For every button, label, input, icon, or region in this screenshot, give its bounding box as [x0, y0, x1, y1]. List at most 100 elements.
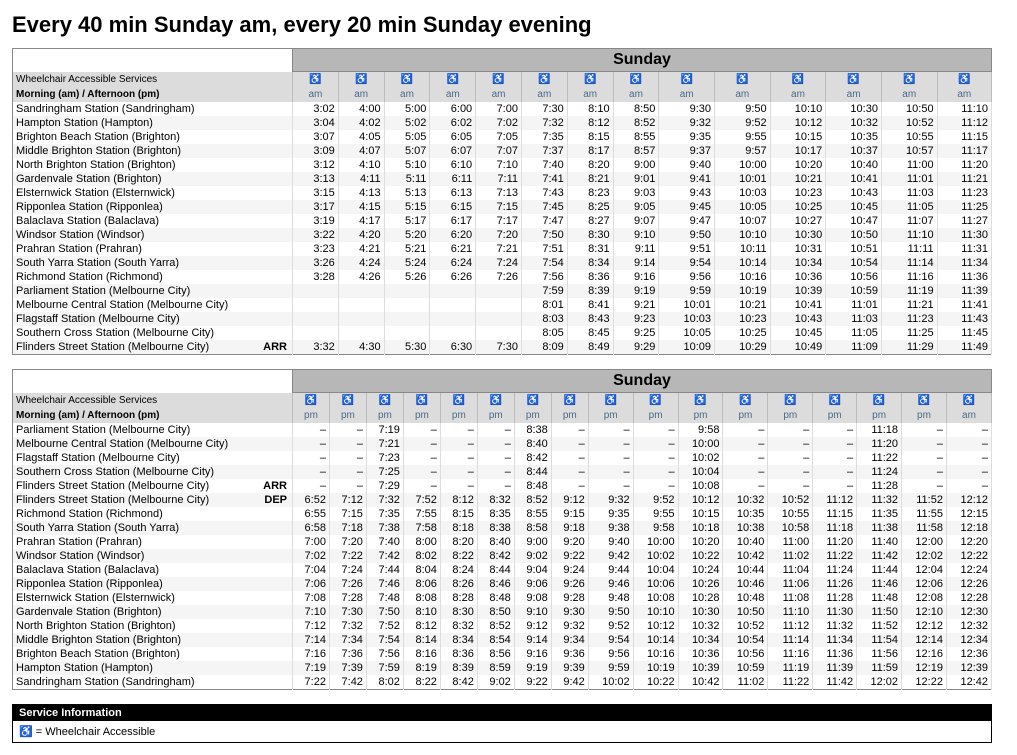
time-cell: [384, 312, 430, 326]
time-cell: 9:58: [633, 521, 678, 535]
time-cell: 8:32: [440, 619, 477, 633]
time-cell: 9:11: [613, 242, 659, 256]
time-cell: 11:29: [881, 340, 937, 355]
time-cell: 10:04: [678, 465, 723, 479]
time-cell: 9:41: [659, 172, 715, 186]
time-cell: 11:38: [857, 521, 902, 535]
time-cell: 9:00: [514, 535, 551, 549]
station-name: Richmond Station (Richmond): [13, 270, 293, 284]
time-cell: 9:16: [514, 647, 551, 661]
time-cell: 11:20: [813, 535, 857, 549]
time-cell: 10:22: [633, 675, 678, 690]
time-cell: 10:32: [826, 116, 882, 130]
col-period: pm: [551, 408, 588, 423]
time-cell: 10:28: [678, 591, 723, 605]
col-period: am: [384, 87, 430, 102]
time-cell: 3:04: [293, 116, 339, 130]
time-cell: 11:56: [857, 647, 902, 661]
time-cell: 8:02: [403, 549, 440, 563]
time-cell: –: [946, 423, 991, 437]
station-name: Flinders Street Station (Melbourne City)…: [13, 479, 293, 493]
wheelchair-icon: ♿: [604, 395, 616, 406]
station-name: Elsternwick Station (Elsternwick): [13, 591, 293, 605]
time-cell: 7:42: [329, 675, 366, 690]
time-cell: 10:54: [723, 633, 768, 647]
time-cell: 11:12: [937, 116, 991, 130]
time-cell: 10:02: [633, 549, 678, 563]
time-cell: 8:57: [613, 144, 659, 158]
col-icon: ♿: [770, 72, 826, 88]
time-cell: 11:26: [813, 577, 857, 591]
time-cell: 9:50: [588, 605, 633, 619]
wheelchair-icon: ♿: [416, 395, 428, 406]
time-cell: 3:15: [293, 186, 339, 200]
time-cell: 9:12: [551, 493, 588, 507]
time-cell: 11:48: [857, 591, 902, 605]
time-cell: 7:45: [521, 200, 567, 214]
col-icon: ♿: [476, 72, 522, 88]
time-cell: 9:28: [551, 591, 588, 605]
time-cell: 8:50: [477, 605, 514, 619]
time-cell: 9:22: [551, 549, 588, 563]
time-cell: 8:01: [521, 298, 567, 312]
wheelchair-icon: ♿: [694, 395, 706, 406]
station-row: Middle Brighton Station (Brighton)7:147:…: [13, 633, 992, 647]
time-cell: 10:50: [723, 605, 768, 619]
time-cell: 8:49: [567, 340, 613, 355]
time-cell: 7:06: [293, 577, 330, 591]
time-cell: –: [723, 479, 768, 493]
time-cell: 8:55: [514, 507, 551, 521]
time-cell: 10:00: [715, 158, 771, 172]
time-cell: –: [440, 451, 477, 465]
time-cell: 10:30: [826, 102, 882, 116]
time-cell: 9:19: [514, 661, 551, 675]
time-cell: –: [403, 423, 440, 437]
time-cell: –: [723, 423, 768, 437]
time-cell: 10:42: [678, 675, 723, 690]
time-cell: 10:56: [723, 647, 768, 661]
time-cell: 5:13: [384, 186, 430, 200]
time-cell: 8:34: [567, 256, 613, 270]
time-cell: 7:22: [329, 549, 366, 563]
time-cell: 3:09: [293, 144, 339, 158]
time-cell: 4:00: [338, 102, 384, 116]
station-name: North Brighton Station (Brighton): [13, 158, 293, 172]
time-cell: 9:56: [659, 270, 715, 284]
time-cell: 8:26: [440, 577, 477, 591]
time-cell: 10:15: [770, 130, 826, 144]
time-cell: 7:26: [476, 270, 522, 284]
station-name: Sandringham Station (Sandringham): [13, 102, 293, 116]
time-cell: 5:26: [384, 270, 430, 284]
wheelchair-icon: ♿: [847, 74, 859, 85]
time-cell: 8:24: [440, 563, 477, 577]
time-cell: 10:04: [633, 563, 678, 577]
time-cell: –: [329, 451, 366, 465]
wheelchair-icon: ♿: [564, 395, 576, 406]
time-cell: 9:21: [613, 298, 659, 312]
time-cell: 3:32: [293, 340, 339, 355]
time-cell: 7:04: [293, 563, 330, 577]
wheelchair-icon: ♿: [630, 74, 642, 85]
time-cell: 7:24: [329, 563, 366, 577]
time-cell: 8:30: [440, 605, 477, 619]
time-cell: 9:59: [588, 661, 633, 675]
col-period: pm: [768, 408, 813, 423]
time-cell: 11:27: [937, 214, 991, 228]
time-cell: 10:10: [633, 605, 678, 619]
time-cell: 10:42: [723, 549, 768, 563]
time-cell: 5:11: [384, 172, 430, 186]
time-cell: 11:16: [768, 647, 813, 661]
time-cell: 7:18: [329, 521, 366, 535]
time-cell: 8:42: [477, 549, 514, 563]
time-cell: 8:34: [440, 633, 477, 647]
time-cell: 11:23: [881, 312, 937, 326]
time-cell: 10:14: [633, 633, 678, 647]
time-cell: –: [813, 465, 857, 479]
time-cell: 8:55: [613, 130, 659, 144]
time-cell: –: [551, 479, 588, 493]
time-cell: 7:35: [366, 507, 403, 521]
time-cell: 9:10: [514, 605, 551, 619]
time-cell: 11:15: [937, 130, 991, 144]
time-cell: 10:54: [826, 256, 882, 270]
time-cell: 9:32: [588, 493, 633, 507]
